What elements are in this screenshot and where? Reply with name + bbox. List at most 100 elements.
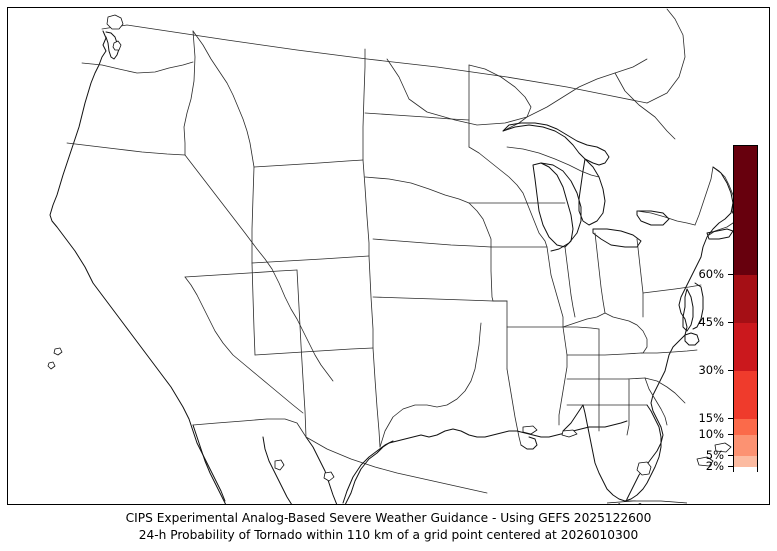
colorbar-label-5: 5%: [705, 448, 724, 462]
florida-gulf-coast: [563, 405, 583, 431]
nd-sd-border: [365, 113, 469, 120]
colorbar-band-1: [734, 275, 757, 323]
tx-la-border: [507, 369, 521, 445]
colorbar-label-15: 15%: [698, 411, 724, 425]
wa-or-border: [82, 62, 193, 73]
michigan-lower-peninsula: [541, 163, 581, 251]
gulf-barrier-island: [562, 430, 577, 437]
ar-ms-east: [563, 327, 599, 329]
lake-okeechobee: [637, 462, 651, 475]
or-ca-nv-border: [67, 143, 185, 155]
sc-ga-border: [645, 378, 667, 425]
in-oh-border: [595, 233, 605, 313]
colorbar-label-10: 10%: [698, 427, 724, 441]
colorbar-label-60: 60%: [698, 267, 724, 281]
il-in-border: [565, 247, 575, 317]
atlantic-coastline: [625, 167, 733, 505]
mt-wy-border: [254, 160, 363, 167]
id-or-wa-border: [184, 31, 195, 155]
colorbar-tick-5: [728, 455, 733, 456]
al-ga-border: [627, 379, 629, 435]
pa-ny-border: [637, 211, 695, 225]
va-nc-border: [641, 350, 697, 353]
co-nm-border: [255, 348, 373, 355]
colorbar-tick-10: [728, 434, 733, 435]
wy-east-border: [363, 160, 369, 256]
chesapeake-bay: [683, 289, 693, 331]
ut-nv-border: [185, 155, 333, 381]
mn-canada: [469, 65, 531, 131]
caption-line-1: CIPS Experimental Analog-Based Severe We…: [125, 511, 652, 525]
texas-coastal-barrier: [343, 441, 393, 503]
mexico-west-coast: [306, 437, 337, 505]
pa-md-wv-border: [643, 285, 701, 293]
colorbar-label-30: 30%: [698, 363, 724, 377]
florida-peninsula: [583, 405, 661, 501]
mi-upper-peninsula: [507, 147, 599, 177]
bahamas-islet-2: [715, 443, 731, 452]
nc-sc-border: [645, 378, 685, 403]
nm-az-border: [297, 270, 306, 437]
lake-erie: [593, 229, 641, 247]
puget-sound: [106, 32, 119, 59]
ar-la-ms-border: [559, 327, 567, 425]
wy-west-border: [252, 167, 254, 263]
cuba-north-coast: [607, 501, 687, 503]
bahamas-islet-1: [697, 457, 713, 466]
ne-ks-border: [373, 239, 491, 247]
colorbar-tick-60: [728, 274, 733, 275]
ia-il-border: [527, 203, 547, 247]
canada-quebec-edge: [615, 73, 675, 139]
oh-pa-border: [637, 239, 643, 317]
outer-banks: [685, 333, 699, 345]
colorbar-band-4: [734, 419, 757, 435]
colorbar-tick-45: [728, 322, 733, 323]
baja-islet-2: [324, 472, 334, 481]
colorbar-tick-15: [728, 418, 733, 419]
canada-border-arc: [102, 25, 647, 103]
pacific-coastline: [50, 31, 225, 501]
colorbar-tick-2: [728, 466, 733, 467]
ks-ok-border: [373, 297, 507, 301]
lake-superior: [503, 123, 609, 165]
caption-line-2: 24-h Probability of Tornado within 110 k…: [138, 528, 639, 542]
mt-id-border: [193, 31, 254, 167]
ut-az-border: [185, 270, 297, 277]
colorbar-band-2: [734, 323, 757, 371]
colorbar-label-45: 45%: [698, 315, 724, 329]
colorbar-label-2: 2%: [705, 459, 724, 473]
ky-tn-border: [567, 353, 641, 355]
colorbar-band-5: [734, 435, 757, 456]
probability-colorbar: [733, 145, 758, 473]
figure-caption: CIPS Experimental Analog-Based Severe We…: [0, 510, 777, 544]
long-island: [707, 229, 733, 239]
nm-tx-border: [373, 348, 380, 447]
tn-ms-al-ga-border: [567, 378, 645, 379]
az-ca-border: [185, 277, 303, 413]
sd-ne-border: [365, 177, 469, 203]
ky-oh-wv-border: [605, 313, 647, 353]
gulf-of-california: [263, 437, 292, 505]
ne-ia-border: [469, 203, 491, 247]
il-ky-border: [563, 313, 605, 327]
lake-huron: [579, 159, 605, 225]
mt-nd-sd-border: [363, 49, 365, 160]
channel-islands: [54, 348, 62, 355]
vancouver-island-tip: [107, 15, 123, 29]
lake-pontchartrain: [523, 426, 537, 434]
mississippi-delta: [521, 437, 537, 449]
ny-new-england: [695, 167, 713, 225]
mn-wi-border: [469, 147, 527, 203]
canada-land-edge: [647, 9, 685, 103]
catalina-island: [48, 362, 55, 369]
baja-islet-1: [275, 460, 284, 470]
colorbar-band-3: [734, 371, 757, 419]
map-axes: [7, 7, 770, 505]
lake-ontario: [637, 211, 669, 225]
co-ks-border: [369, 256, 373, 348]
colorbar-tick-30: [728, 370, 733, 371]
canada-ontario-shore: [387, 59, 647, 125]
colorbar-band-6: [734, 456, 757, 467]
colorbar-band-7: [734, 467, 757, 473]
